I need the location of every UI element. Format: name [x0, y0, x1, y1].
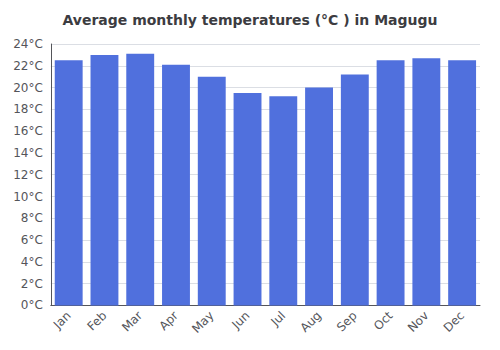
svg-text:2°C: 2°C: [21, 277, 43, 291]
svg-text:Aug: Aug: [298, 309, 324, 335]
svg-text:0°C: 0°C: [21, 298, 43, 312]
svg-text:Oct: Oct: [371, 308, 396, 333]
svg-text:22°C: 22°C: [13, 59, 43, 73]
svg-text:18°C: 18°C: [13, 102, 43, 116]
svg-text:10°C: 10°C: [13, 190, 43, 204]
svg-text:Mar: Mar: [119, 308, 145, 334]
svg-text:4°C: 4°C: [21, 255, 43, 269]
svg-text:Feb: Feb: [85, 309, 110, 334]
svg-text:Jan: Jan: [50, 309, 74, 333]
svg-text:Jul: Jul: [267, 309, 288, 330]
svg-text:Apr: Apr: [156, 308, 181, 333]
svg-text:May: May: [189, 309, 216, 336]
svg-text:Sep: Sep: [334, 309, 360, 335]
svg-text:8°C: 8°C: [21, 211, 43, 225]
svg-text:24°C: 24°C: [13, 37, 43, 51]
svg-text:6°C: 6°C: [21, 233, 43, 247]
svg-text:Nov: Nov: [405, 309, 431, 335]
svg-text:Jun: Jun: [229, 309, 253, 333]
svg-text:14°C: 14°C: [13, 146, 43, 160]
svg-text:Dec: Dec: [441, 309, 467, 335]
svg-text:16°C: 16°C: [13, 124, 43, 138]
svg-text:20°C: 20°C: [13, 81, 43, 95]
svg-text:Average monthly temperatures (: Average monthly temperatures (°C ) in Ma…: [62, 12, 437, 28]
svg-text:12°C: 12°C: [13, 168, 43, 182]
